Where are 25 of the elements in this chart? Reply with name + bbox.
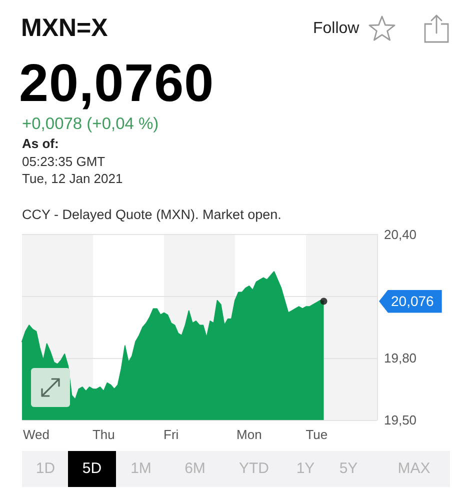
text: 1D [34, 459, 56, 479]
text: Tue, 12 Jan 2021 [22, 171, 123, 187]
text: CCY - Delayed Quote (MXN). Market open. [22, 207, 282, 223]
x-tick-label: Thu [92, 427, 115, 442]
x-tick-label: Fri [164, 427, 179, 442]
text: 20,076 [379, 290, 442, 313]
x-tick-label: Mon [236, 427, 262, 442]
text: 1M [130, 459, 152, 479]
text: 6M [184, 459, 206, 479]
y-tick-label: 19,50 [384, 412, 417, 428]
text: MAX [396, 459, 432, 479]
y-tick-label: 20,40 [384, 227, 417, 242]
text: 1Y [295, 459, 316, 479]
x-tick-label: Tue [306, 427, 328, 442]
text: 5Y [338, 459, 359, 479]
chart-subtitle: 20,0760 [19, 54, 214, 115]
y-tick-label: 19,80 [384, 350, 417, 366]
chart-title: MXN=X [21, 14, 108, 43]
x-tick-label: Wed [22, 427, 50, 442]
text: As of: [22, 136, 59, 152]
text: +0,0078 (+0,04 %) [22, 115, 159, 134]
text: 5D [68, 451, 116, 487]
text: YTD [238, 459, 270, 479]
text: 05:23:35 GMT [22, 154, 106, 170]
text: Follow [313, 20, 360, 38]
